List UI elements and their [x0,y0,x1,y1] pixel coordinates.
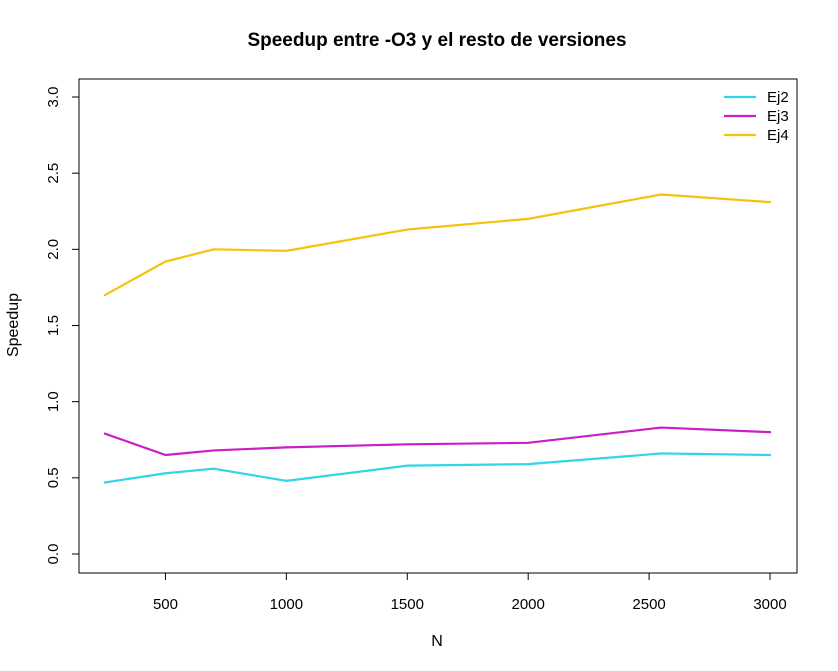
series-line-ej4 [103,193,772,297]
data-point-ej3 [285,446,288,449]
data-point-ej3 [406,443,409,446]
legend-label-ej2: Ej2 [767,89,789,106]
data-point-ej2 [660,452,663,455]
data-point-ej4 [406,228,409,231]
data-point-ej4 [285,249,288,252]
data-point-ej2 [103,481,107,484]
data-point-ej3 [527,441,530,444]
chart-title: Speedup entre -O3 y el resto de versione… [247,30,626,51]
y-tick-label: 0.0 [45,544,62,565]
data-point-ej2 [527,463,530,466]
x-tick-label: 500 [153,596,178,613]
legend-label-ej4: Ej4 [767,127,789,144]
y-tick-label: 1.0 [45,391,62,412]
data-point-ej2 [164,472,167,475]
y-axis-label: Speedup [5,293,22,357]
data-point-ej4 [103,293,107,297]
data-point-ej4 [212,248,215,251]
y-tick-label: 2.5 [45,163,62,184]
y-tick-label: 0.5 [45,467,62,488]
data-point-ej4 [527,217,530,220]
data-point-ej2 [285,479,288,482]
series-line-ej2 [103,452,772,484]
x-axis-label: N [431,633,443,650]
data-point-ej4 [768,201,772,204]
data-point-ej3 [212,449,215,452]
x-tick-label: 3000 [753,596,786,613]
data-point-ej4 [164,260,167,263]
x-tick-label: 2000 [511,596,544,613]
data-point-ej3 [103,432,107,435]
x-tick-label: 1500 [391,596,424,613]
data-point-ej4 [660,193,663,196]
series-line-ej3 [103,426,772,457]
y-axis: 0.0 0.5 1.0 1.5 2.0 2.5 3.0 [45,87,79,565]
y-tick-label: 3.0 [45,87,62,108]
data-point-ej2 [212,467,215,470]
data-point-ej3 [164,453,167,457]
data-point-ej3 [768,431,772,434]
x-tick-label: 1000 [270,596,303,613]
data-point-ej2 [406,464,409,467]
series-lines [103,193,772,484]
data-point-ej3 [660,426,663,429]
x-axis: 500 1000 1500 2000 2500 3000 [153,573,787,613]
y-tick-label: 2.0 [45,239,62,260]
legend-label-ej3: Ej3 [767,108,789,125]
plot-frame [78,78,798,574]
y-tick-label: 1.5 [45,315,62,336]
data-point-ej2 [768,453,772,457]
x-tick-label: 2500 [632,596,665,613]
legend: Ej2 Ej3 Ej4 [724,89,789,144]
